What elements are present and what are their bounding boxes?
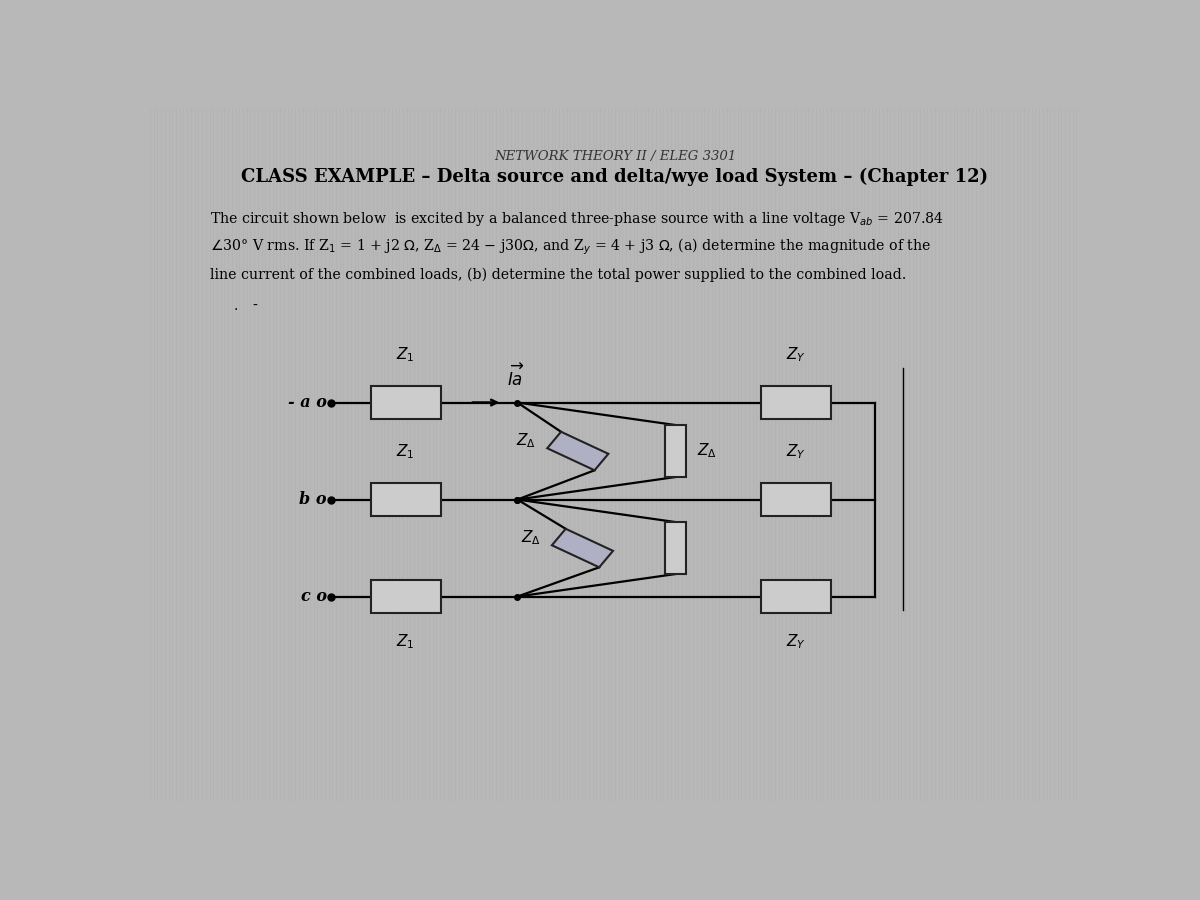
Text: $\angle$30° V rms. If Z$_{1}$ = 1 + j2 $\Omega$, Z$_{\Delta}$ = 24 − j30$\Omega$: $\angle$30° V rms. If Z$_{1}$ = 1 + j2 $…: [210, 237, 931, 256]
Bar: [371, 483, 440, 517]
Text: $Z_Y$: $Z_Y$: [786, 633, 806, 652]
Text: $Z_1$: $Z_1$: [396, 345, 415, 364]
Bar: [371, 580, 440, 613]
Polygon shape: [547, 432, 608, 471]
Text: The circuit shown below  is excited by a balanced three-phase source with a line: The circuit shown below is excited by a …: [210, 210, 944, 228]
Bar: [762, 580, 832, 613]
Polygon shape: [552, 529, 613, 567]
Bar: [762, 483, 832, 517]
Text: line current of the combined loads, (b) determine the total power supplied to th: line current of the combined loads, (b) …: [210, 267, 907, 282]
Text: $Z_Y$: $Z_Y$: [786, 345, 806, 364]
Text: $\overrightarrow{Ia}$: $\overrightarrow{Ia}$: [506, 364, 524, 390]
Text: - a o: - a o: [288, 394, 326, 411]
Bar: [665, 425, 685, 477]
Bar: [665, 522, 685, 574]
Text: $Z_Y$: $Z_Y$: [786, 442, 806, 461]
Text: $Z_\Delta$: $Z_\Delta$: [697, 442, 716, 461]
Text: $Z_1$: $Z_1$: [396, 633, 415, 652]
Text: .: .: [234, 299, 238, 312]
Text: $Z_\Delta$: $Z_\Delta$: [521, 528, 540, 547]
Text: NETWORK THEORY II / ELEG 3301: NETWORK THEORY II / ELEG 3301: [494, 150, 736, 163]
Text: $Z_\Delta$: $Z_\Delta$: [516, 431, 536, 450]
Text: CLASS EXAMPLE – Delta source and delta/wye load System – (Chapter 12): CLASS EXAMPLE – Delta source and delta/w…: [241, 168, 989, 186]
Bar: [762, 386, 832, 419]
Text: -: -: [252, 299, 257, 312]
Text: $Z_1$: $Z_1$: [396, 442, 415, 461]
Bar: [371, 386, 440, 419]
Text: b o: b o: [299, 491, 326, 508]
Text: c o: c o: [301, 588, 326, 605]
